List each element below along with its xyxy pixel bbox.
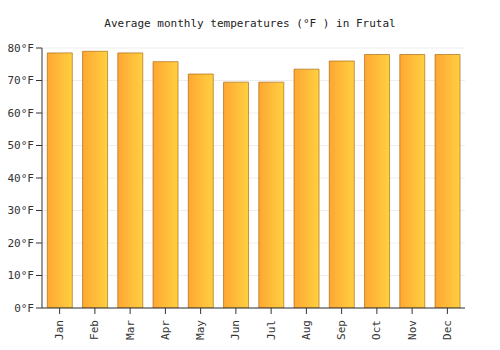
svg-text:Jul: Jul [265,320,278,340]
svg-text:Sep: Sep [335,320,348,340]
svg-text:40°F: 40°F [8,172,34,185]
svg-text:Nov: Nov [406,320,419,340]
svg-text:Oct: Oct [370,320,383,340]
svg-text:20°F: 20°F [8,237,34,250]
svg-text:Jan: Jan [53,320,66,340]
svg-text:80°F: 80°F [8,42,34,55]
svg-text:Dec: Dec [441,320,454,340]
svg-text:60°F: 60°F [8,107,34,120]
svg-text:Mar: Mar [124,320,137,340]
svg-text:Aug: Aug [300,320,313,340]
svg-text:70°F: 70°F [8,74,34,87]
svg-text:50°F: 50°F [8,139,34,152]
svg-text:10°F: 10°F [8,269,34,282]
svg-text:Jun: Jun [229,320,242,340]
svg-text:30°F: 30°F [8,204,34,217]
svg-text:May: May [194,320,207,340]
svg-text:0°F: 0°F [14,302,34,315]
svg-text:Apr: Apr [159,320,172,340]
svg-text:Feb: Feb [88,320,101,340]
html-text:Average monthly temperatures (: Average monthly temperatures (°F ) in Fr… [104,17,396,30]
